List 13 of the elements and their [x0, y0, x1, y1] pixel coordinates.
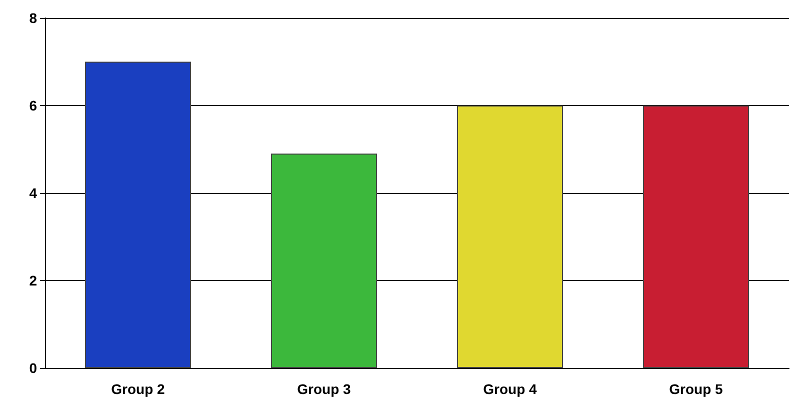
y-tick-label: 2 [29, 272, 38, 288]
bar [270, 154, 378, 368]
bar [84, 62, 192, 368]
bar [456, 106, 564, 368]
x-tick-label: Group 2 [111, 381, 166, 397]
y-tick-label: 8 [29, 10, 38, 26]
x-tick-label: Group 3 [297, 381, 352, 397]
bar [642, 106, 750, 368]
x-tick-label: Group 4 [483, 381, 538, 397]
x-tick-label: Group 5 [669, 381, 724, 397]
y-tick-label: 6 [29, 98, 38, 114]
y-tick-label: 4 [29, 185, 38, 201]
y-tick-label: 0 [29, 360, 38, 376]
